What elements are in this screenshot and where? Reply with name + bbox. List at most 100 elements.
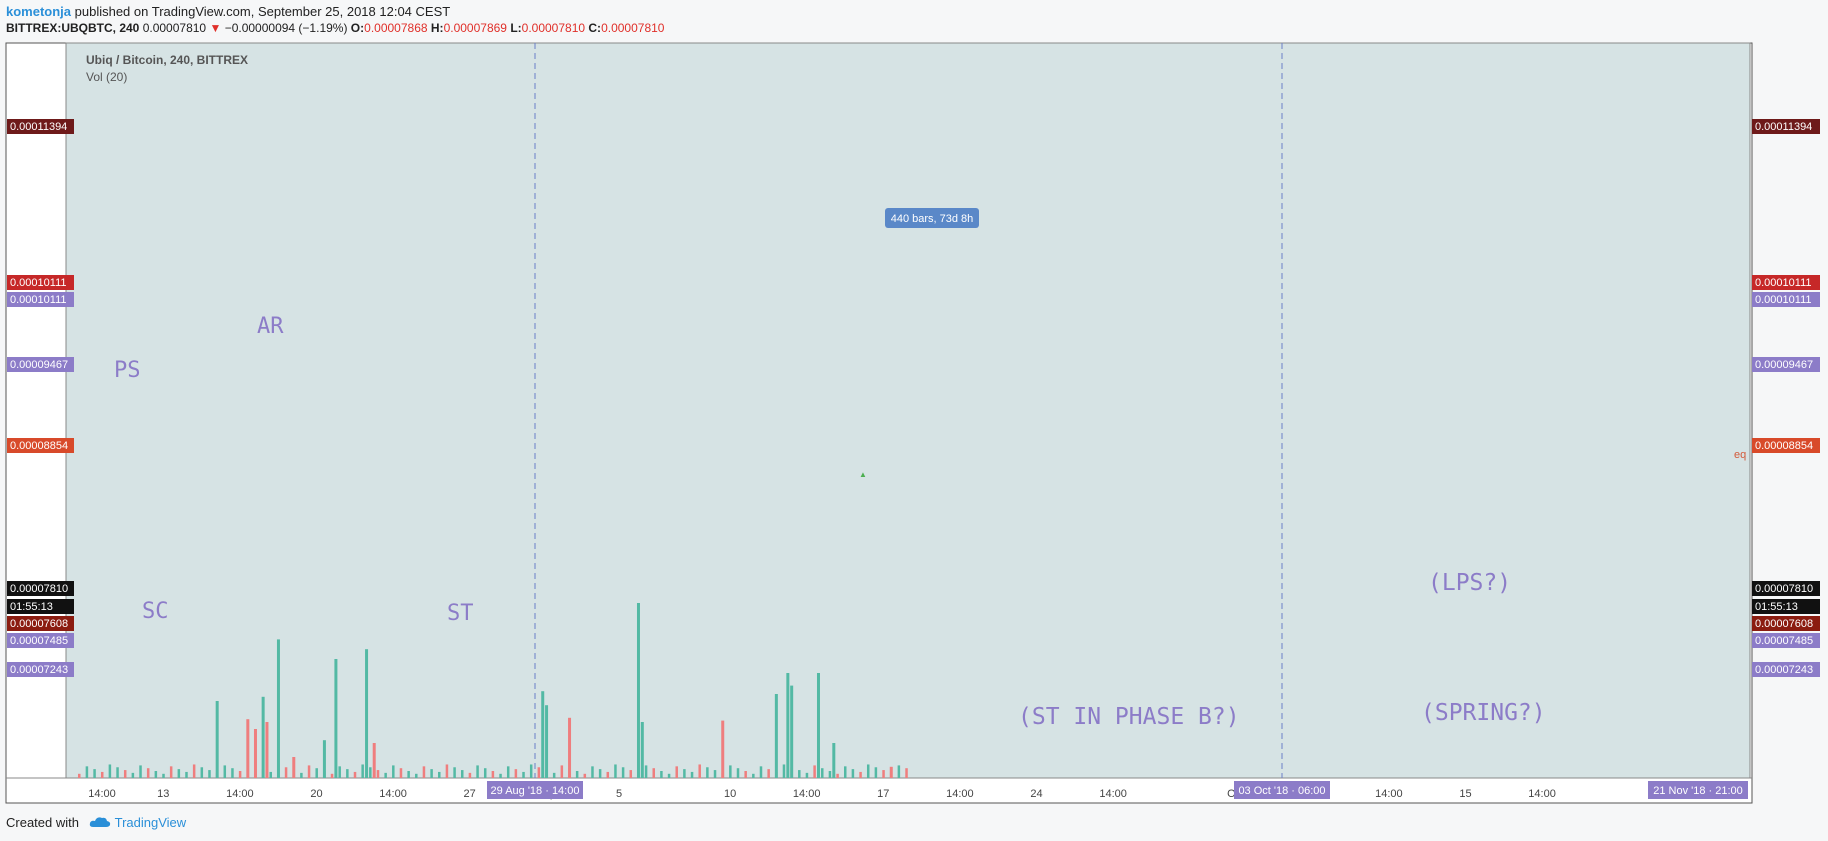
- volume-bar: [813, 765, 816, 778]
- volume-bar: [192, 764, 196, 778]
- high-label: H:: [430, 21, 444, 35]
- x-tick-label: 5: [616, 788, 622, 800]
- down-arrow-icon: ▼: [209, 21, 222, 35]
- volume-bar: [392, 765, 395, 778]
- wyckoff-annotation: PS: [114, 358, 141, 383]
- volume-bar: [874, 767, 878, 778]
- volume-bar: [169, 766, 173, 778]
- volume-bar: [583, 773, 587, 778]
- wyckoff-annotation: (LPS?): [1428, 570, 1511, 596]
- volume-bar: [541, 691, 545, 778]
- volume-bar: [721, 720, 725, 778]
- price-chart[interactable]: 0.000120000.000120000.000115000.00011500…: [0, 0, 1828, 810]
- volume-bar: [330, 773, 334, 778]
- price-tag-right-text: 0.00007243: [1755, 664, 1813, 676]
- volume-bar: [667, 773, 671, 778]
- volume-bar: [162, 773, 165, 778]
- x-tick-label: 14:00: [946, 788, 974, 800]
- price-tag-right: [1752, 438, 1820, 453]
- price-tag-left: [7, 616, 74, 631]
- volume-bar: [276, 639, 280, 778]
- volume-bar: [552, 772, 556, 778]
- price-tag-left-text: 0.00009467: [10, 359, 68, 371]
- volume-bar: [514, 769, 518, 778]
- volume-bar: [415, 773, 418, 778]
- volume-bar: [269, 771, 272, 778]
- x-tick-label: 14:00: [88, 788, 116, 800]
- volume-bar: [430, 769, 433, 778]
- price-tag-left-text: 0.00011394: [10, 121, 67, 133]
- chart-subtitle: Vol (20): [86, 70, 127, 84]
- volume-bar: [223, 765, 227, 778]
- price-tag-left-text: 0.00007810: [10, 583, 68, 595]
- volume-bar: [816, 673, 820, 778]
- price-tag-left-text: 0.00010111: [10, 294, 66, 306]
- x-tick-label: 14:00: [1528, 788, 1556, 800]
- volume-bar: [384, 772, 387, 778]
- plot-area[interactable]: [65, 42, 1751, 779]
- volume-bar: [108, 764, 112, 778]
- volume-bar: [453, 767, 456, 778]
- price-tag-right: [1752, 616, 1820, 631]
- price-tag-right: [1752, 633, 1820, 648]
- volume-bar: [575, 771, 579, 778]
- volume-bar: [844, 766, 847, 778]
- volume-bar: [790, 685, 794, 778]
- x-tick-label: 24: [1030, 788, 1042, 800]
- volume-bar: [782, 764, 786, 778]
- price-tag-left: [7, 357, 74, 372]
- high-value: 0.00007869: [443, 21, 507, 35]
- price-tag-left: [7, 581, 74, 596]
- volume-bar: [200, 767, 204, 778]
- symbol-label: BITTREX:UBQBTC, 240: [6, 21, 140, 35]
- x-tick-label: 10: [724, 788, 736, 800]
- volume-bar: [675, 766, 678, 778]
- volume-bar: [78, 773, 81, 778]
- price-tag-left: [7, 119, 74, 134]
- volume-bar: [461, 770, 464, 778]
- tradingview-link[interactable]: TradingView: [114, 815, 187, 830]
- volume-bar: [698, 764, 701, 778]
- volume-bar: [253, 729, 257, 778]
- price-tag-right: [1752, 599, 1820, 614]
- volume-bar: [146, 768, 150, 778]
- volume-bar: [759, 766, 763, 778]
- volume-bar: [265, 722, 269, 778]
- volume-bar: [798, 770, 801, 778]
- volume-bar: [300, 772, 303, 778]
- price-tag-right-text: 0.00010111: [1755, 277, 1811, 289]
- price-tag-left-text: 0.00007243: [10, 664, 68, 676]
- author-link[interactable]: kometonja: [6, 4, 72, 19]
- volume-bar: [85, 766, 89, 778]
- x-highlight-tag: [1648, 781, 1748, 799]
- volume-bar: [660, 771, 663, 778]
- volume-bar: [246, 719, 250, 778]
- wyckoff-annotation: (SPRING?): [1421, 700, 1546, 726]
- volume-bar: [744, 771, 747, 778]
- volume-bar: [307, 765, 311, 778]
- volume-bar: [208, 770, 211, 778]
- volume-bar: [636, 603, 640, 778]
- volume-bar: [629, 770, 633, 778]
- volume-bar: [690, 771, 694, 778]
- volume-bar: [591, 766, 594, 778]
- price-tag-left: [7, 438, 74, 453]
- volume-bar: [177, 769, 181, 778]
- volume-bar: [836, 773, 839, 778]
- volume-bar: [315, 768, 318, 778]
- price-tag-left-text: 0.00010111: [10, 277, 66, 289]
- price-tag-left-text: 0.00008854: [10, 440, 68, 452]
- volume-bar: [767, 769, 770, 778]
- volume-bar: [365, 649, 369, 778]
- volume-bar: [468, 772, 472, 778]
- x-tick-label: 27: [464, 788, 476, 800]
- volume-bar: [560, 765, 564, 778]
- x-highlight-tag: [487, 781, 583, 799]
- price-tag-right-text: 0.00008854: [1755, 440, 1813, 452]
- volume-bar: [859, 771, 862, 778]
- volume-bar: [338, 766, 341, 778]
- up-arrow-marker: ▲: [859, 470, 867, 479]
- volume-bar: [805, 772, 809, 778]
- volume-bar: [422, 766, 426, 778]
- x-highlight-text: 03 Oct '18 · 06:00: [1238, 785, 1325, 797]
